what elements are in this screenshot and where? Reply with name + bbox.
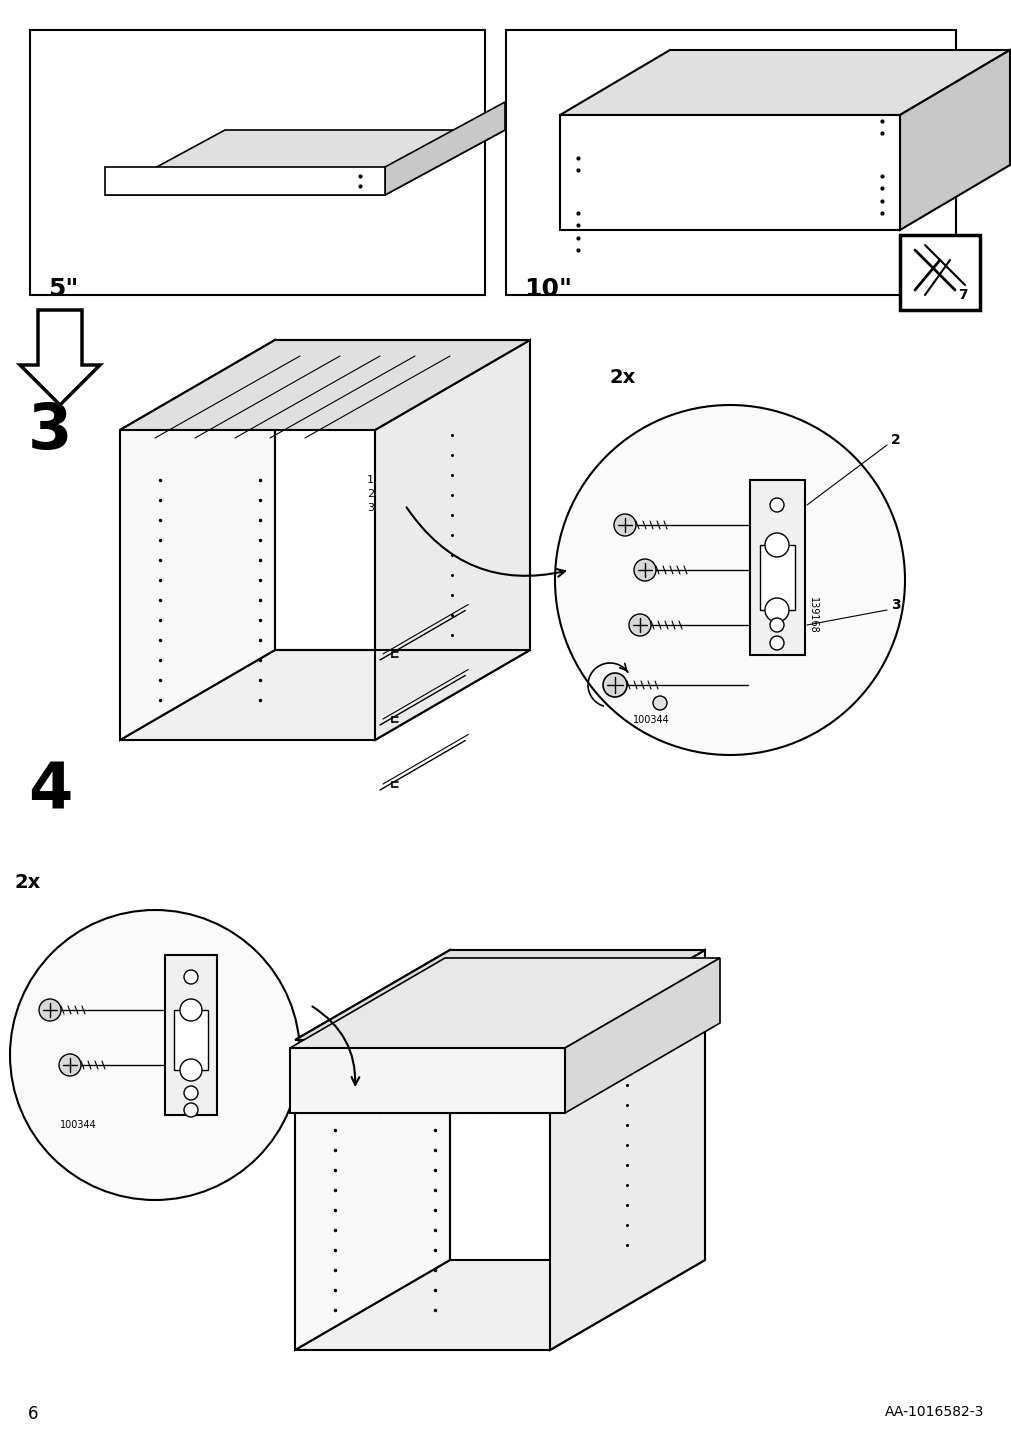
Polygon shape (384, 102, 504, 195)
Polygon shape (749, 480, 804, 654)
Text: 3: 3 (367, 503, 374, 513)
Polygon shape (295, 1260, 705, 1350)
Circle shape (10, 909, 299, 1200)
Polygon shape (759, 546, 795, 610)
Polygon shape (899, 50, 1009, 231)
Circle shape (184, 1085, 198, 1100)
Circle shape (769, 498, 784, 513)
Polygon shape (290, 1048, 564, 1113)
Circle shape (633, 558, 655, 581)
Text: 100344: 100344 (632, 715, 669, 725)
Bar (30, 30, 484, 295)
Text: 6: 6 (28, 1405, 38, 1423)
Circle shape (764, 599, 789, 621)
Polygon shape (549, 949, 705, 1350)
Text: 139168: 139168 (807, 597, 817, 634)
Circle shape (652, 696, 666, 710)
Circle shape (180, 1000, 202, 1021)
Circle shape (39, 1000, 61, 1021)
Text: AA-1016582-3: AA-1016582-3 (884, 1405, 983, 1419)
Text: 100344: 100344 (60, 1120, 97, 1130)
Polygon shape (120, 339, 530, 430)
Circle shape (184, 1103, 198, 1117)
Text: 2: 2 (890, 432, 900, 447)
Polygon shape (174, 1010, 208, 1070)
Circle shape (554, 405, 904, 755)
Text: 10": 10" (524, 276, 571, 301)
Text: 2: 2 (367, 488, 374, 498)
Circle shape (614, 514, 635, 536)
Circle shape (184, 969, 198, 984)
Polygon shape (559, 115, 899, 231)
Circle shape (769, 636, 784, 650)
Circle shape (59, 1054, 81, 1075)
Polygon shape (290, 958, 719, 1048)
Polygon shape (295, 949, 450, 1350)
Text: 2x: 2x (610, 368, 636, 387)
Circle shape (629, 614, 650, 636)
Polygon shape (105, 168, 384, 195)
Bar (506, 30, 955, 295)
Polygon shape (120, 339, 275, 740)
Circle shape (603, 673, 627, 697)
Bar (899, 235, 979, 309)
Polygon shape (295, 949, 705, 1040)
Circle shape (180, 1060, 202, 1081)
Text: 3: 3 (28, 400, 73, 463)
Text: 5": 5" (48, 276, 78, 301)
Polygon shape (165, 955, 216, 1116)
Text: 2x: 2x (15, 874, 41, 892)
Polygon shape (375, 339, 530, 740)
Text: 3: 3 (890, 599, 900, 611)
Polygon shape (20, 309, 100, 405)
Text: 7: 7 (957, 288, 968, 302)
Polygon shape (120, 650, 530, 740)
Polygon shape (105, 130, 504, 195)
Polygon shape (559, 50, 1009, 115)
Polygon shape (564, 958, 719, 1113)
Circle shape (764, 533, 789, 557)
Text: 4: 4 (28, 760, 73, 822)
Text: 1: 1 (367, 475, 374, 485)
Circle shape (769, 619, 784, 632)
